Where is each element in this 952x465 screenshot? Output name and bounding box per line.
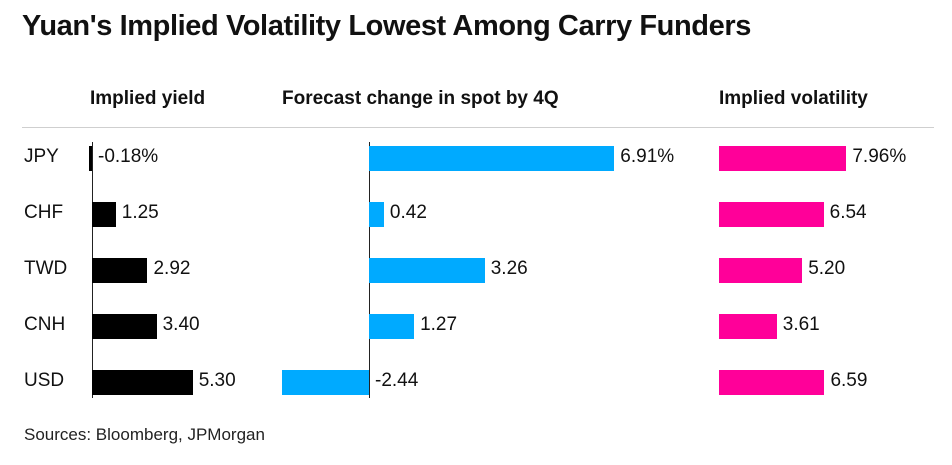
bar-2-cnh	[719, 313, 777, 339]
data-label-0-chf: 1.25	[121, 202, 159, 223]
data-label-0-twd: 2.92	[153, 258, 191, 279]
data-label-2-jpy: 7.96%	[852, 146, 907, 167]
data-label-0-cnh: 3.40	[162, 314, 200, 335]
data-label-2-cnh: 3.61	[782, 314, 820, 335]
bar-2-jpy	[719, 145, 847, 171]
data-label-0-usd: 5.30	[198, 370, 236, 391]
bar-1-usd	[282, 369, 369, 395]
header-implied-yield: Implied yield	[90, 88, 206, 109]
data-label-2-twd: 5.20	[808, 258, 846, 279]
bar-1-jpy	[369, 145, 615, 171]
category-label-usd: USD	[24, 370, 65, 391]
chart-title: Yuan's Implied Volatility Lowest Among C…	[22, 10, 751, 42]
bar-1-cnh	[369, 313, 415, 339]
bar-1-twd	[369, 257, 485, 283]
bar-2-twd	[719, 257, 803, 283]
data-label-1-twd: 3.26	[490, 258, 528, 279]
bar-0-cnh	[92, 313, 157, 339]
bar-0-chf	[92, 201, 116, 227]
data-label-0-jpy: -0.18%	[98, 146, 159, 167]
category-label-twd: TWD	[24, 258, 68, 279]
source-note: Sources: Bloomberg, JPMorgan	[24, 425, 265, 444]
bar-2-usd	[719, 369, 825, 395]
bar-0-jpy	[88, 145, 92, 171]
bar-1-chf	[369, 201, 384, 227]
header-implied-volatility: Implied volatility	[719, 88, 868, 109]
data-label-2-chf: 6.54	[829, 202, 867, 223]
category-label-chf: CHF	[24, 202, 64, 223]
data-label-1-jpy: 6.91%	[620, 146, 675, 167]
category-label-jpy: JPY	[24, 146, 59, 167]
bar-0-usd	[92, 369, 193, 395]
bar-2-chf	[719, 201, 824, 227]
data-label-1-cnh: 1.27	[420, 314, 458, 335]
category-label-cnh: CNH	[24, 314, 66, 335]
bar-0-twd	[92, 257, 148, 283]
data-label-2-usd: 6.59	[830, 370, 868, 391]
header-forecast-change: Forecast change in spot by 4Q	[282, 88, 559, 109]
data-label-1-usd: -2.44	[375, 370, 419, 391]
data-label-1-chf: 0.42	[389, 202, 427, 223]
header-divider	[22, 127, 934, 128]
